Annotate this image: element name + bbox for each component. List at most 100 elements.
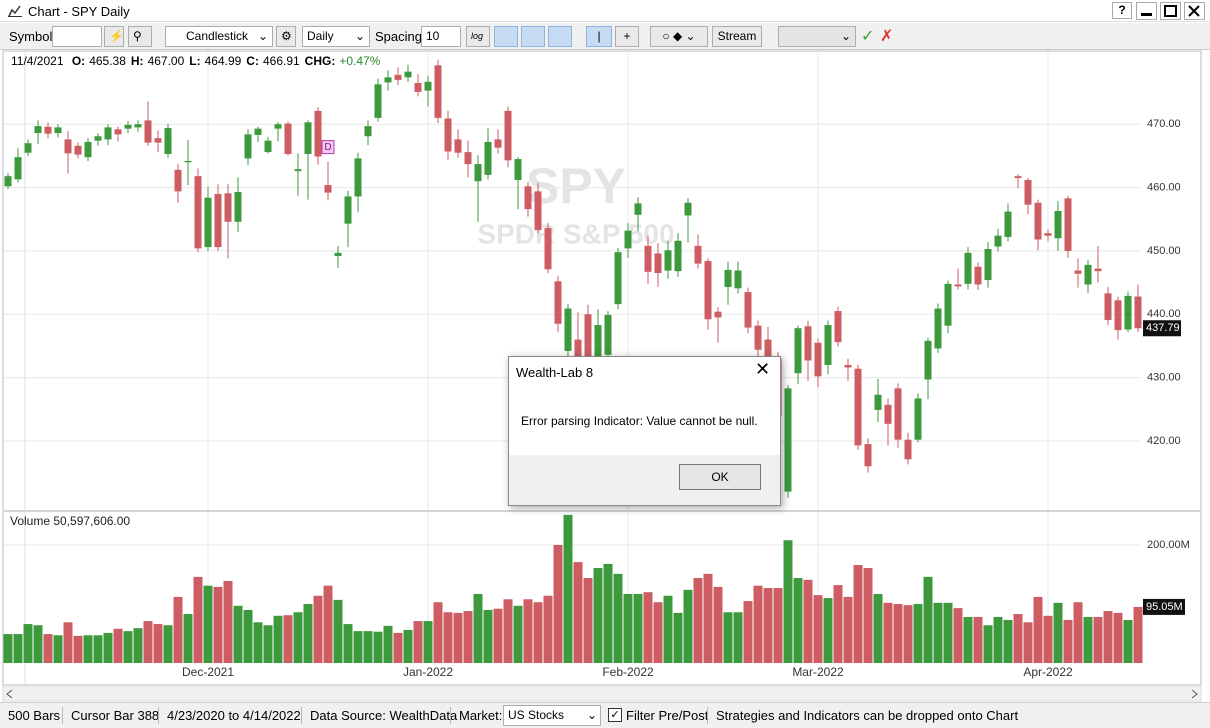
candle-body xyxy=(884,404,892,424)
help-button[interactable]: ? xyxy=(1112,2,1132,19)
ok-button[interactable]: OK xyxy=(679,464,761,490)
x-tick-label: Dec-2021 xyxy=(182,665,234,679)
error-dialog: Wealth-Lab 8 ✕ Error parsing Indicator: … xyxy=(508,356,781,506)
info-label: H: xyxy=(130,54,144,68)
candle-body xyxy=(794,328,802,374)
dialog-message: Error parsing Indicator: Value cannot be… xyxy=(521,414,758,428)
data-source: Data Source: WealthData xyxy=(310,708,458,723)
volume-bar xyxy=(773,588,783,663)
volume-bar xyxy=(543,595,553,663)
window-buttons[interactable] xyxy=(1136,2,1206,20)
volume-bar xyxy=(573,562,583,663)
info-line: 11/4/2021 O: 465.38 H: 467.00 L: 464.99 C: 466.… xyxy=(11,54,380,68)
info-label: C: xyxy=(246,54,259,68)
candle-body xyxy=(34,126,42,134)
volume-bar xyxy=(523,599,533,663)
toolbar-button[interactable] xyxy=(494,26,518,47)
candle-body xyxy=(304,122,312,154)
cancel-button[interactable]: ✗ xyxy=(880,28,894,45)
dialog-footer: OK xyxy=(509,455,780,505)
bar-count: 500 Bars xyxy=(8,708,61,723)
candle-body xyxy=(134,124,142,128)
volume-bar xyxy=(643,592,653,663)
chart-style: Candlestick xyxy=(186,29,249,43)
candle-body xyxy=(1114,300,1122,331)
marker-select[interactable]: ○ ◆ ⌄ xyxy=(650,26,708,47)
volume-bar xyxy=(313,595,323,663)
volume-bar xyxy=(853,565,863,663)
volume-bar xyxy=(173,596,183,663)
info-value: 467.00 xyxy=(147,54,185,68)
candle-body xyxy=(84,141,92,158)
crosshair-tool[interactable]: + xyxy=(615,26,639,47)
combo[interactable]: ⌄ xyxy=(778,26,856,47)
volume-bar xyxy=(593,567,603,663)
candle-body xyxy=(114,129,122,135)
volume-bar xyxy=(923,576,933,663)
market-select[interactable]: US Stocks ⌄ xyxy=(503,705,601,726)
change-label: CHG: xyxy=(304,54,336,68)
volume-bar xyxy=(1083,616,1093,663)
y-tick-label: 470.00 xyxy=(1147,118,1181,130)
candle-body xyxy=(334,252,342,256)
volume-bar xyxy=(393,632,403,663)
candle-body xyxy=(854,368,862,446)
volume-bar xyxy=(343,624,353,663)
candle-body xyxy=(914,398,922,440)
volume-bar xyxy=(483,609,493,663)
candle-body xyxy=(664,250,672,271)
volume-bar xyxy=(23,624,33,663)
filter-checkbox[interactable]: ✓ xyxy=(608,708,622,722)
volume-bar xyxy=(903,605,913,663)
candle-body xyxy=(464,152,472,165)
candle-body xyxy=(654,253,662,274)
volume-bar xyxy=(363,631,373,663)
candle-body xyxy=(534,191,542,231)
volume-bar xyxy=(373,631,383,663)
volume-bar xyxy=(603,563,613,663)
candle-body xyxy=(294,169,302,172)
candle-body xyxy=(174,169,182,192)
last-value-label: 437.79 xyxy=(1146,322,1180,334)
candle-body xyxy=(24,143,32,153)
candle-body xyxy=(964,252,972,284)
volume-bar xyxy=(743,601,753,663)
accept-button[interactable]: ✓ xyxy=(861,28,875,45)
toolbar-button[interactable] xyxy=(548,26,572,47)
lightning-button[interactable]: ⚡ xyxy=(104,26,124,47)
line-tool[interactable]: | xyxy=(586,26,612,47)
chart-style-select[interactable]: Candlestick ⌄ xyxy=(165,26,273,47)
candle-body xyxy=(14,157,22,180)
candle-body xyxy=(804,326,812,361)
toolbar-button[interactable] xyxy=(521,26,545,47)
candle-body xyxy=(1014,176,1022,179)
settings-button[interactable]: ⚙ xyxy=(276,26,296,47)
candle-body xyxy=(1124,295,1132,330)
candle-body xyxy=(1044,233,1052,236)
candle-body xyxy=(54,127,62,134)
status-hint: Strategies and Indicators can be dropped… xyxy=(716,708,1019,723)
dialog-close[interactable]: ✕ xyxy=(755,359,771,379)
candle-body xyxy=(254,128,262,135)
stream-button[interactable]: Stream xyxy=(712,26,762,47)
candle-body xyxy=(1024,179,1032,205)
volume-bar xyxy=(833,585,843,663)
scrollbar[interactable] xyxy=(0,686,1210,702)
link-button[interactable]: ⚲ xyxy=(128,26,152,47)
scale-select[interactable]: Daily ⌄ xyxy=(302,26,370,47)
log-button[interactable]: log xyxy=(466,26,490,47)
candle-body xyxy=(234,191,242,222)
spacing-input[interactable]: 10 xyxy=(421,26,461,47)
volume-bar xyxy=(703,573,713,663)
cursor-bar: Cursor Bar 388 xyxy=(71,708,160,723)
volume-bar xyxy=(783,540,793,663)
volume-bar xyxy=(323,585,333,663)
candle-body xyxy=(414,83,422,92)
candle-body xyxy=(214,193,222,248)
volume-bar xyxy=(933,602,943,663)
volume-bar xyxy=(193,576,203,663)
volume-bar xyxy=(103,632,113,663)
symbol-input[interactable] xyxy=(52,26,102,47)
symbol-label: Symbol xyxy=(9,29,53,44)
candle-body xyxy=(1004,211,1012,237)
